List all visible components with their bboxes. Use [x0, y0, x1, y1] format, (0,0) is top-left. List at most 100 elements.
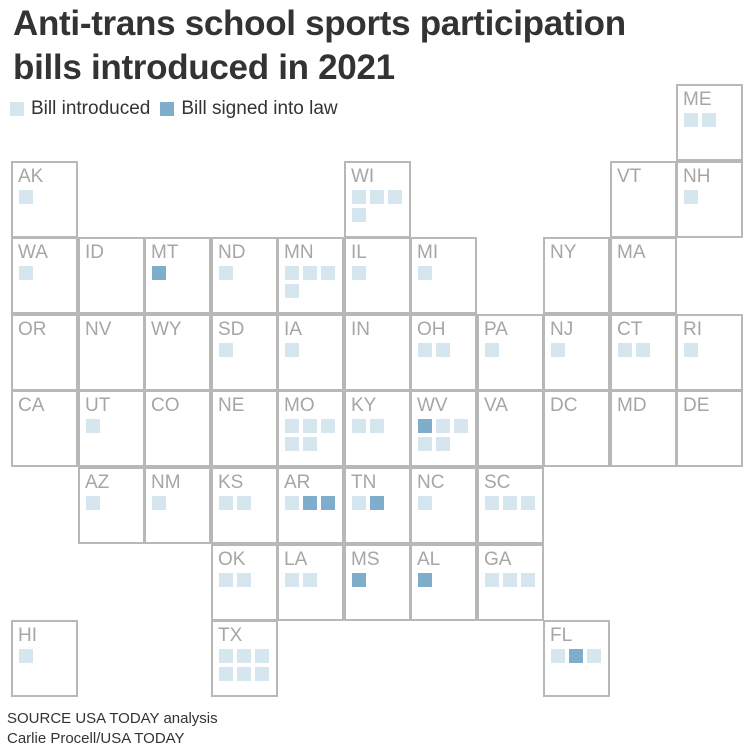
state-label: AK	[18, 166, 44, 187]
state-tile-ar: AR	[277, 467, 344, 544]
state-tile-az: AZ	[78, 467, 145, 544]
bill-introduced-square	[521, 573, 535, 587]
state-tile-nc: NC	[410, 467, 477, 544]
state-label: WA	[18, 242, 48, 263]
state-tile-ca: CA	[11, 390, 78, 467]
bill-introduced-square	[551, 649, 565, 663]
state-label: IL	[351, 242, 367, 263]
bill-introduced-square	[636, 343, 650, 357]
state-tile-sc: SC	[477, 467, 544, 544]
state-label: NY	[550, 242, 577, 263]
state-tile-nv: NV	[78, 314, 145, 391]
state-tile-fl: FL	[543, 620, 610, 697]
bill-introduced-square	[219, 343, 233, 357]
credit-note: Carlie Procell/USA TODAY	[7, 730, 185, 747]
state-label: FL	[550, 625, 573, 646]
state-label: GA	[484, 549, 512, 570]
bill-introduced-square	[285, 437, 299, 451]
bill-introduced-square	[352, 208, 366, 222]
bill-introduced-square	[485, 496, 499, 510]
legend-signed-label: Bill signed into law	[181, 98, 338, 119]
legend: Bill introduced Bill signed into law	[10, 97, 338, 121]
state-tile-ut: UT	[78, 390, 145, 467]
bill-introduced-square	[19, 649, 33, 663]
bill-introduced-square	[86, 419, 100, 433]
bill-introduced-square	[684, 113, 698, 127]
state-tile-ky: KY	[344, 390, 411, 467]
state-label: OR	[18, 319, 47, 340]
bill-signed-square	[370, 496, 384, 510]
bill-introduced-square	[618, 343, 632, 357]
bill-introduced-square	[418, 343, 432, 357]
bill-introduced-square	[285, 284, 299, 298]
bill-introduced-square	[285, 343, 299, 357]
state-label: VA	[484, 395, 508, 416]
state-tile-ga: GA	[477, 544, 544, 621]
state-label: NC	[417, 472, 445, 493]
state-label: WI	[351, 166, 375, 187]
bill-introduced-square	[436, 437, 450, 451]
state-tile-de: DE	[676, 390, 743, 467]
state-tile-ks: KS	[211, 467, 278, 544]
state-label: ND	[218, 242, 246, 263]
bill-introduced-square	[503, 573, 517, 587]
state-tile-va: VA	[477, 390, 544, 467]
legend-introduced-swatch	[10, 102, 24, 116]
state-tile-wa: WA	[11, 237, 78, 314]
bill-signed-square	[303, 496, 317, 510]
state-label: CO	[151, 395, 180, 416]
bill-introduced-square	[352, 496, 366, 510]
state-tile-md: MD	[610, 390, 677, 467]
bill-introduced-square	[237, 667, 251, 681]
state-label: MI	[417, 242, 439, 263]
state-tile-ny: NY	[543, 237, 610, 314]
state-label: VT	[617, 166, 642, 187]
state-tile-or: OR	[11, 314, 78, 391]
legend-signed-swatch	[160, 102, 175, 116]
bill-introduced-square	[485, 573, 499, 587]
state-label: IA	[284, 319, 302, 340]
state-tile-dc: DC	[543, 390, 610, 467]
state-label: ME	[683, 89, 712, 110]
bill-introduced-square	[370, 190, 384, 204]
page-title: Anti-trans school sports participation b…	[13, 4, 626, 87]
state-label: DE	[683, 395, 710, 416]
state-label: CA	[18, 395, 45, 416]
state-label: MT	[151, 242, 179, 263]
bill-introduced-square	[237, 496, 251, 510]
state-label: DC	[550, 395, 578, 416]
bill-introduced-square	[684, 190, 698, 204]
state-tile-wi: WI	[344, 161, 411, 238]
state-tile-me: ME	[676, 84, 743, 161]
state-tile-in: IN	[344, 314, 411, 391]
state-tile-vt: VT	[610, 161, 677, 238]
state-label: WV	[417, 395, 448, 416]
state-label: OH	[417, 319, 446, 340]
state-label: MD	[617, 395, 647, 416]
state-label: LA	[284, 549, 308, 570]
bill-signed-square	[352, 573, 366, 587]
state-tile-ct: CT	[610, 314, 677, 391]
bill-introduced-square	[285, 266, 299, 280]
state-tile-mo: MO	[277, 390, 344, 467]
state-label: KY	[351, 395, 377, 416]
legend-introduced-label: Bill introduced	[31, 98, 151, 119]
state-tile-nd: ND	[211, 237, 278, 314]
bill-introduced-square	[352, 190, 366, 204]
bill-introduced-square	[19, 266, 33, 280]
state-tile-nh: NH	[676, 161, 743, 238]
state-label: NE	[218, 395, 245, 416]
state-tile-tn: TN	[344, 467, 411, 544]
state-label: RI	[683, 319, 702, 340]
state-label: HI	[18, 625, 37, 646]
state-tile-ok: OK	[211, 544, 278, 621]
state-tile-la: LA	[277, 544, 344, 621]
bill-introduced-square	[436, 343, 450, 357]
bill-introduced-square	[219, 649, 233, 663]
bill-introduced-square	[321, 266, 335, 280]
state-label: MN	[284, 242, 314, 263]
state-tile-sd: SD	[211, 314, 278, 391]
state-tile-nj: NJ	[543, 314, 610, 391]
bill-introduced-square	[352, 266, 366, 280]
state-label: MO	[284, 395, 315, 416]
